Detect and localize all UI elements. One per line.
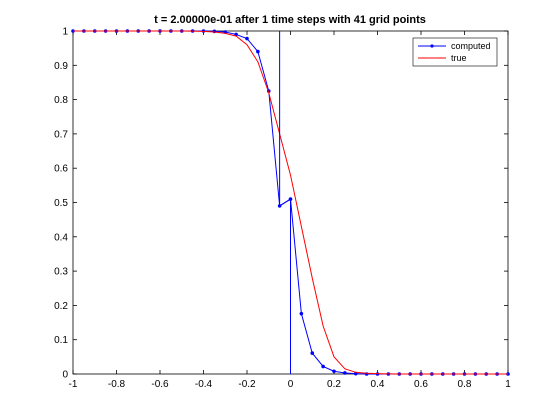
- data-point-computed: [332, 369, 336, 373]
- y-tick-label: 0.7: [54, 129, 68, 140]
- y-tick-label: 0.4: [54, 232, 68, 243]
- y-tick-label: 0.9: [54, 61, 68, 72]
- x-tick-label: -0.2: [238, 379, 256, 390]
- data-point-computed: [300, 312, 304, 316]
- data-point-computed: [343, 371, 347, 375]
- data-point-computed: [245, 37, 249, 41]
- data-point-computed: [321, 365, 325, 369]
- x-tick-label: -1: [69, 379, 78, 390]
- x-tick-label: 0.2: [327, 379, 341, 390]
- data-point-computed: [310, 351, 314, 355]
- data-point-computed: [256, 50, 260, 54]
- y-tick-label: 0.1: [54, 335, 68, 346]
- y-tick-label: 0.5: [54, 198, 68, 209]
- y-tick-label: 0.6: [54, 164, 68, 175]
- legend-label-computed: computed: [451, 41, 491, 51]
- legend: computed true: [413, 38, 497, 66]
- x-tick-label: 0.8: [458, 379, 472, 390]
- y-tick-label: 0: [62, 370, 68, 381]
- x-tick-label: 1: [505, 379, 511, 390]
- x-tick-label: 0: [288, 379, 294, 390]
- y-tick-label: 0.8: [54, 95, 68, 106]
- x-tick-label: 0.4: [371, 379, 385, 390]
- legend-label-true: true: [451, 53, 467, 63]
- y-tick-label: 0.2: [54, 301, 68, 312]
- legend-marker-computed: [430, 44, 433, 47]
- y-tick-label: 1: [62, 27, 68, 38]
- y-tick-label: 0.3: [54, 267, 68, 278]
- x-tick-label: -0.6: [151, 379, 169, 390]
- x-tick-label: 0.6: [414, 379, 428, 390]
- chart-title: t = 2.00000e-01 after 1 time steps with …: [154, 14, 426, 26]
- x-tick-label: -0.4: [195, 379, 213, 390]
- x-tick-label: -0.8: [108, 379, 126, 390]
